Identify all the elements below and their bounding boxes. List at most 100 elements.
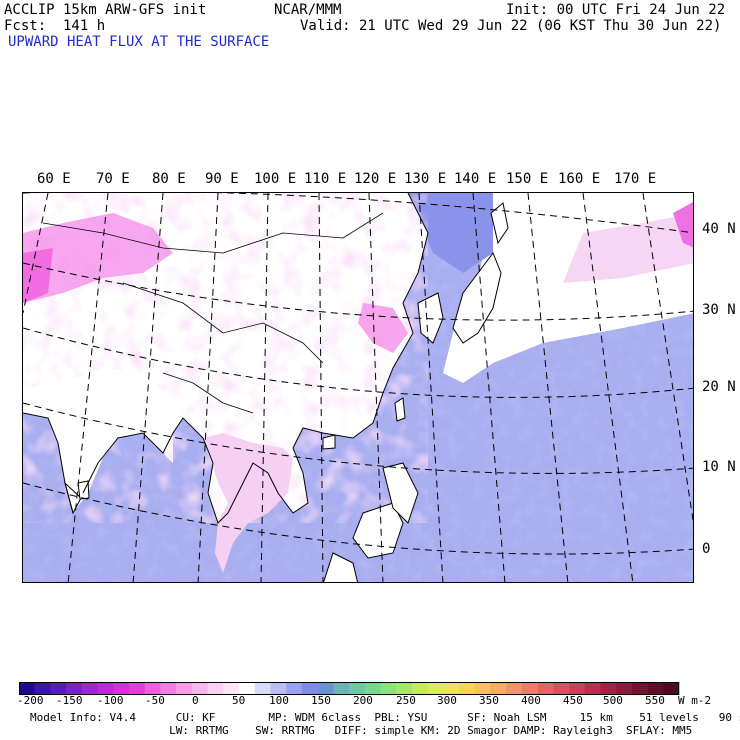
colorbar-swatch xyxy=(176,682,193,695)
colorbar-swatch xyxy=(144,682,161,695)
philippines-islands xyxy=(382,462,419,524)
init-time: Init: 00 UTC Fri 24 Jun 22 xyxy=(506,2,726,18)
colorbar-swatch xyxy=(537,682,554,695)
field-title: UPWARD HEAT FLUX AT THE SURFACE xyxy=(8,34,270,50)
colorbar-swatch xyxy=(66,682,83,695)
lat-label: 40 N xyxy=(702,221,736,237)
colorbar-swatch xyxy=(490,682,507,695)
colorbar-swatch xyxy=(223,682,240,695)
colorbar-swatch xyxy=(443,682,460,695)
colorbar-swatch xyxy=(349,682,366,695)
colorbar-tick: 0 xyxy=(192,694,199,707)
colorbar-tick: 150 xyxy=(311,694,331,707)
sumatra-island xyxy=(323,552,359,582)
lon-label: 160 E xyxy=(558,171,601,187)
lon-label: 120 E xyxy=(354,171,397,187)
colorbar-tick: -50 xyxy=(145,694,165,707)
colorbar-swatch xyxy=(34,682,51,695)
colorbar-tick: 500 xyxy=(603,694,623,707)
colorbar-swatch xyxy=(663,682,680,695)
colorbar-swatch xyxy=(333,682,350,695)
latitude-grid xyxy=(23,193,693,555)
map-panel xyxy=(22,192,694,583)
lon-label: 60 E xyxy=(37,171,71,187)
colorbar-tick: 200 xyxy=(353,694,373,707)
lon-label: 140 E xyxy=(454,171,497,187)
pacific-hot-spot xyxy=(673,202,693,248)
colorbar-swatch xyxy=(81,682,98,695)
colorbar-swatch xyxy=(616,682,633,695)
land-texture xyxy=(23,193,428,523)
colorbar-swatch xyxy=(364,682,381,695)
colorbar-tick: 550 xyxy=(645,694,665,707)
colorbar-swatch xyxy=(239,682,256,695)
colorbar-swatch xyxy=(113,682,130,695)
hokkaido-island xyxy=(490,202,509,245)
japan-islands xyxy=(452,251,502,344)
colorbar-swatch xyxy=(301,682,318,695)
colorbar-swatch xyxy=(286,682,303,695)
colorbar-swatch xyxy=(631,682,648,695)
colorbar-tick: 400 xyxy=(521,694,541,707)
colorbar-unit: W m-2 xyxy=(678,694,712,707)
colorbar-tick: -100 xyxy=(97,694,124,707)
country-borders xyxy=(42,212,384,414)
colorbar-swatch xyxy=(191,682,208,695)
colorbar-swatch xyxy=(647,682,664,695)
colorbar-tick: 350 xyxy=(479,694,499,707)
west-asia-hot-area xyxy=(23,213,173,303)
colorbar-tick: -200 xyxy=(17,694,44,707)
colorbar-swatch xyxy=(317,682,334,695)
colorbar-swatch xyxy=(50,682,67,695)
lon-label: 170 E xyxy=(614,171,657,187)
colorbar-swatch xyxy=(459,682,476,695)
colorbar-swatch xyxy=(254,682,271,695)
colorbar-tick: 50 xyxy=(232,694,246,707)
korea-peninsula xyxy=(417,292,444,344)
lon-label: 130 E xyxy=(404,171,447,187)
lon-label: 80 E xyxy=(152,171,186,187)
lon-label: 90 E xyxy=(205,171,239,187)
lat-label: 20 N xyxy=(702,379,736,395)
hainan-island xyxy=(322,434,336,450)
colorbar-swatch xyxy=(270,682,287,695)
lat-label: 10 N xyxy=(702,459,736,475)
longitude-grid xyxy=(23,193,693,582)
model-info-line1: Model Info: V4.4 CU: KF MP: WDM 6class P… xyxy=(30,711,740,724)
colorbar-swatch xyxy=(569,682,586,695)
model-title: ACCLIP 15km ARW-GFS init xyxy=(4,2,207,18)
colorbar-border xyxy=(19,682,679,695)
colorbar-swatch xyxy=(411,682,428,695)
colorbar-tick: 250 xyxy=(396,694,416,707)
lon-label: 100 E xyxy=(254,171,297,187)
taiwan-island xyxy=(394,397,406,422)
colorbar-swatch xyxy=(521,682,538,695)
west-asia-peak xyxy=(23,248,53,303)
colorbar-swatch xyxy=(600,682,617,695)
colorbar-tick: 300 xyxy=(437,694,457,707)
heat-flux-map xyxy=(23,193,693,582)
colorbar-swatch xyxy=(380,682,397,695)
sea-of-okhotsk-area xyxy=(408,193,493,273)
lon-label: 150 E xyxy=(506,171,549,187)
colorbar-swatch xyxy=(474,682,491,695)
colorbar-tick: -150 xyxy=(56,694,83,707)
indochina-landmass xyxy=(203,433,293,573)
lon-label: 70 E xyxy=(96,171,130,187)
colorbar-swatch xyxy=(129,682,146,695)
coastline xyxy=(23,193,429,524)
valid-time: Valid: 21 UTC Wed 29 Jun 22 (06 KST Thu … xyxy=(300,18,722,34)
colorbar-swatch xyxy=(396,682,413,695)
lat-label: 30 N xyxy=(702,302,736,318)
forecast-hour: Fcst: 141 h xyxy=(4,18,106,34)
colorbar-swatch xyxy=(19,682,36,695)
lon-label: 110 E xyxy=(304,171,347,187)
colorbar-swatch xyxy=(160,682,177,695)
org-label: NCAR/MMM xyxy=(274,2,342,18)
colorbar-tick: 100 xyxy=(269,694,289,707)
colorbar xyxy=(19,682,680,695)
colorbar-swatch xyxy=(584,682,601,695)
pacific-pink-band xyxy=(563,213,693,283)
colorbar-swatch xyxy=(506,682,523,695)
lat-label: 0 xyxy=(702,541,711,557)
